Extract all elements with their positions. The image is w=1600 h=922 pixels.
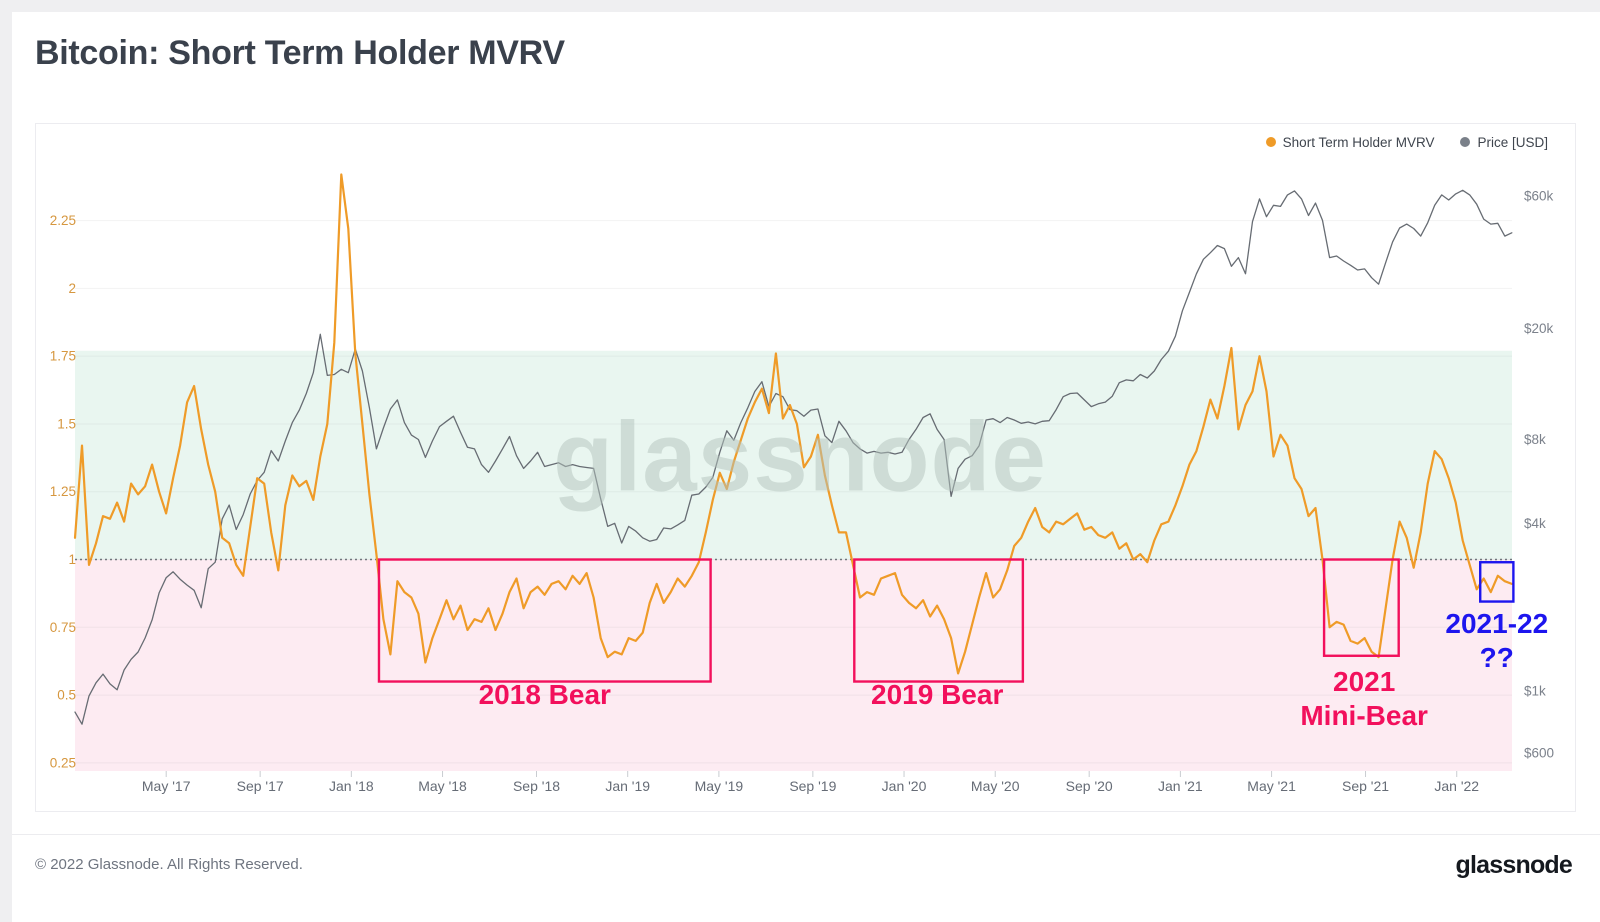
annotation-box-bear-2019 xyxy=(853,558,1025,683)
x-axis-tick: Sep '17 xyxy=(237,778,284,794)
y-axis-left-tick: 0.5 xyxy=(57,688,76,703)
series-price xyxy=(74,189,1513,725)
legend-dot-price-icon xyxy=(1460,137,1471,147)
chart-plot[interactable]: 0.25 0.5 0.75 1 1.25 1.5 1.75 2 2.25 $60k $20k $8k $… xyxy=(35,123,1576,812)
y-axis-right-tick: $8k xyxy=(1524,432,1546,447)
x-axis-tick: Sep '20 xyxy=(1066,778,1113,794)
y-axis-right-tick: $60k xyxy=(1524,188,1554,203)
y-axis-left-tick: 2 xyxy=(68,281,76,296)
legend-dot-mvrv-icon xyxy=(1265,137,1276,147)
legend-label-price: Price [USD] xyxy=(1477,134,1548,150)
legend-item-price[interactable]: Price [USD] xyxy=(1460,135,1548,150)
y-axis-right-tick: $4k xyxy=(1524,516,1546,531)
annotation-box-bear-2018 xyxy=(377,558,712,683)
page-title: Bitcoin: Short Term Holder MVRV xyxy=(35,34,565,72)
x-axis-tick: May '21 xyxy=(1247,778,1296,794)
x-axis-tick: Jan '19 xyxy=(605,778,650,794)
y-axis-left-tick: 1 xyxy=(68,552,76,567)
y-axis-left-tick: 0.25 xyxy=(50,755,76,770)
annotation-box-mini-bear-2021 xyxy=(1322,558,1400,657)
y-axis-right-tick: $1k xyxy=(1524,683,1546,698)
annotation-box-question-2021-22 xyxy=(1479,561,1515,603)
glassnode-logo: glassnode xyxy=(1455,851,1573,879)
band-below-cost-basis xyxy=(75,559,1512,771)
legend: Short Term Holder MVRV Price [USD] xyxy=(1265,131,1548,153)
x-axis-tick: Jan '18 xyxy=(329,778,374,794)
legend-label-mvrv: Short Term Holder MVRV xyxy=(1282,134,1435,150)
x-axis-tick: May '18 xyxy=(418,778,467,794)
y-axis-left-tick: 0.75 xyxy=(50,620,76,635)
legend-item-mvrv[interactable]: Short Term Holder MVRV xyxy=(1265,134,1435,150)
x-axis-tick: Sep '21 xyxy=(1342,778,1389,794)
x-axis-tick: Jan '22 xyxy=(1434,778,1479,794)
y-axis-right-tick: $20k xyxy=(1524,321,1554,336)
y-axis-left-tick: 1.25 xyxy=(50,484,76,499)
x-axis-tick: May '17 xyxy=(142,778,191,794)
x-axis-tick: May '19 xyxy=(695,778,744,794)
y-axis-left-tick: 2.25 xyxy=(50,213,76,228)
y-axis-left-tick: 1.75 xyxy=(50,349,76,364)
footer-copyright: © 2022 Glassnode. All Rights Reserved. xyxy=(35,856,303,873)
x-axis-tick: Jan '21 xyxy=(1158,778,1203,794)
band-above-cost-basis xyxy=(75,350,1512,560)
x-axis-tick: Jan '20 xyxy=(882,778,927,794)
y-axis-right-tick: $600 xyxy=(1524,745,1554,760)
y-axis-left-tick: 1.5 xyxy=(57,416,76,431)
footer-divider xyxy=(12,834,1600,835)
series-mvrv xyxy=(73,173,1513,675)
x-axis-tick: May '20 xyxy=(971,778,1020,794)
x-axis-tick: Sep '18 xyxy=(513,778,560,794)
x-axis-tick: Sep '19 xyxy=(789,778,836,794)
